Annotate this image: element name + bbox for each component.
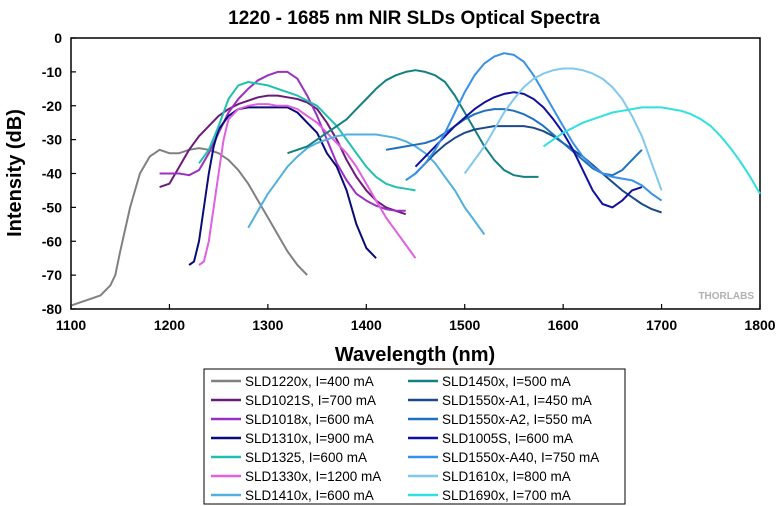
legend-label-5: SLD1330x, I=1200 mA <box>245 469 381 484</box>
series-line-3 <box>188 106 377 266</box>
legend-label-1: SLD1021S, I=700 mA <box>245 393 376 408</box>
chart-title: 1220 - 1685 nm NIR SLDs Optical Spectra <box>228 8 600 29</box>
legend-label-12: SLD1610x, I=800 mA <box>442 469 571 484</box>
x-axis-label: Wavelength (nm) <box>335 344 495 366</box>
x-tick-label: 1700 <box>646 317 677 333</box>
x-tick-label: 1800 <box>744 317 775 333</box>
x-tick-label: 1200 <box>154 317 185 333</box>
legend-label-2: SLD1018x, I=600 mA <box>245 412 374 427</box>
series-line-0 <box>70 147 308 307</box>
legend-label-10: SLD1005S, I=600 mA <box>442 431 573 446</box>
legend-label-7: SLD1450x, I=500 mA <box>442 374 571 389</box>
series-line-13 <box>542 106 761 195</box>
series-line-4 <box>198 81 416 192</box>
plot-area: THORLABS <box>70 37 761 310</box>
series-line-6 <box>247 133 486 236</box>
y-tick-label: -60 <box>42 233 62 249</box>
watermark: THORLABS <box>698 291 754 302</box>
legend-frame <box>203 368 626 505</box>
series-line-8 <box>414 125 662 214</box>
y-tick-label: -70 <box>42 267 62 283</box>
y-axis: -80 -70 -60 -50 -40 -30 -20 -10 0 <box>42 30 76 317</box>
series-line-2 <box>159 70 406 212</box>
x-tick-label: 1400 <box>351 317 382 333</box>
x-tick-label: 1100 <box>56 317 87 333</box>
legend-label-3: SLD1310x, I=900 mA <box>245 431 374 446</box>
y-tick-label: -30 <box>42 132 62 148</box>
legend-label-13: SLD1690x, I=700 mA <box>442 488 571 503</box>
x-tick-label: 1600 <box>548 317 579 333</box>
y-tick-label: 0 <box>54 30 62 46</box>
legend-label-8: SLD1550x-A1, I=450 mA <box>442 393 592 408</box>
y-tick-label: -40 <box>42 166 62 182</box>
x-tick-label: 1300 <box>252 317 283 333</box>
series-line-1 <box>159 94 407 216</box>
x-axis: 1100 1200 1300 1400 1500 1600 1700 1800 <box>56 304 776 333</box>
series-line-11 <box>405 52 663 202</box>
series-line-5 <box>198 103 417 266</box>
y-axis-label: Intensity (dB) <box>4 109 26 237</box>
y-tick-label: -50 <box>42 199 62 215</box>
legend-label-4: SLD1325, I=600 mA <box>245 450 367 465</box>
y-tick-label: -80 <box>42 301 62 317</box>
legend-label-11: SLD1550x-A40, I=750 mA <box>442 450 599 465</box>
legend: SLD1220x, I=400 mA SLD1021S, I=700 mA SLD1… <box>203 368 626 505</box>
series-line-12 <box>463 67 663 191</box>
series-line-10 <box>414 91 643 209</box>
legend-label-6: SLD1410x, I=600 mA <box>245 488 374 503</box>
series-line-7 <box>287 69 539 178</box>
y-tick-label: -10 <box>42 64 62 80</box>
legend-label-0: SLD1220x, I=400 mA <box>245 374 374 389</box>
legend-label-9: SLD1550x-A2, I=550 mA <box>442 412 592 427</box>
x-tick-label: 1500 <box>449 317 480 333</box>
y-tick-label: -20 <box>42 98 62 114</box>
legend-items: SLD1220x, I=400 mA SLD1021S, I=700 mA SLD1… <box>211 374 599 503</box>
series-group <box>70 52 761 307</box>
